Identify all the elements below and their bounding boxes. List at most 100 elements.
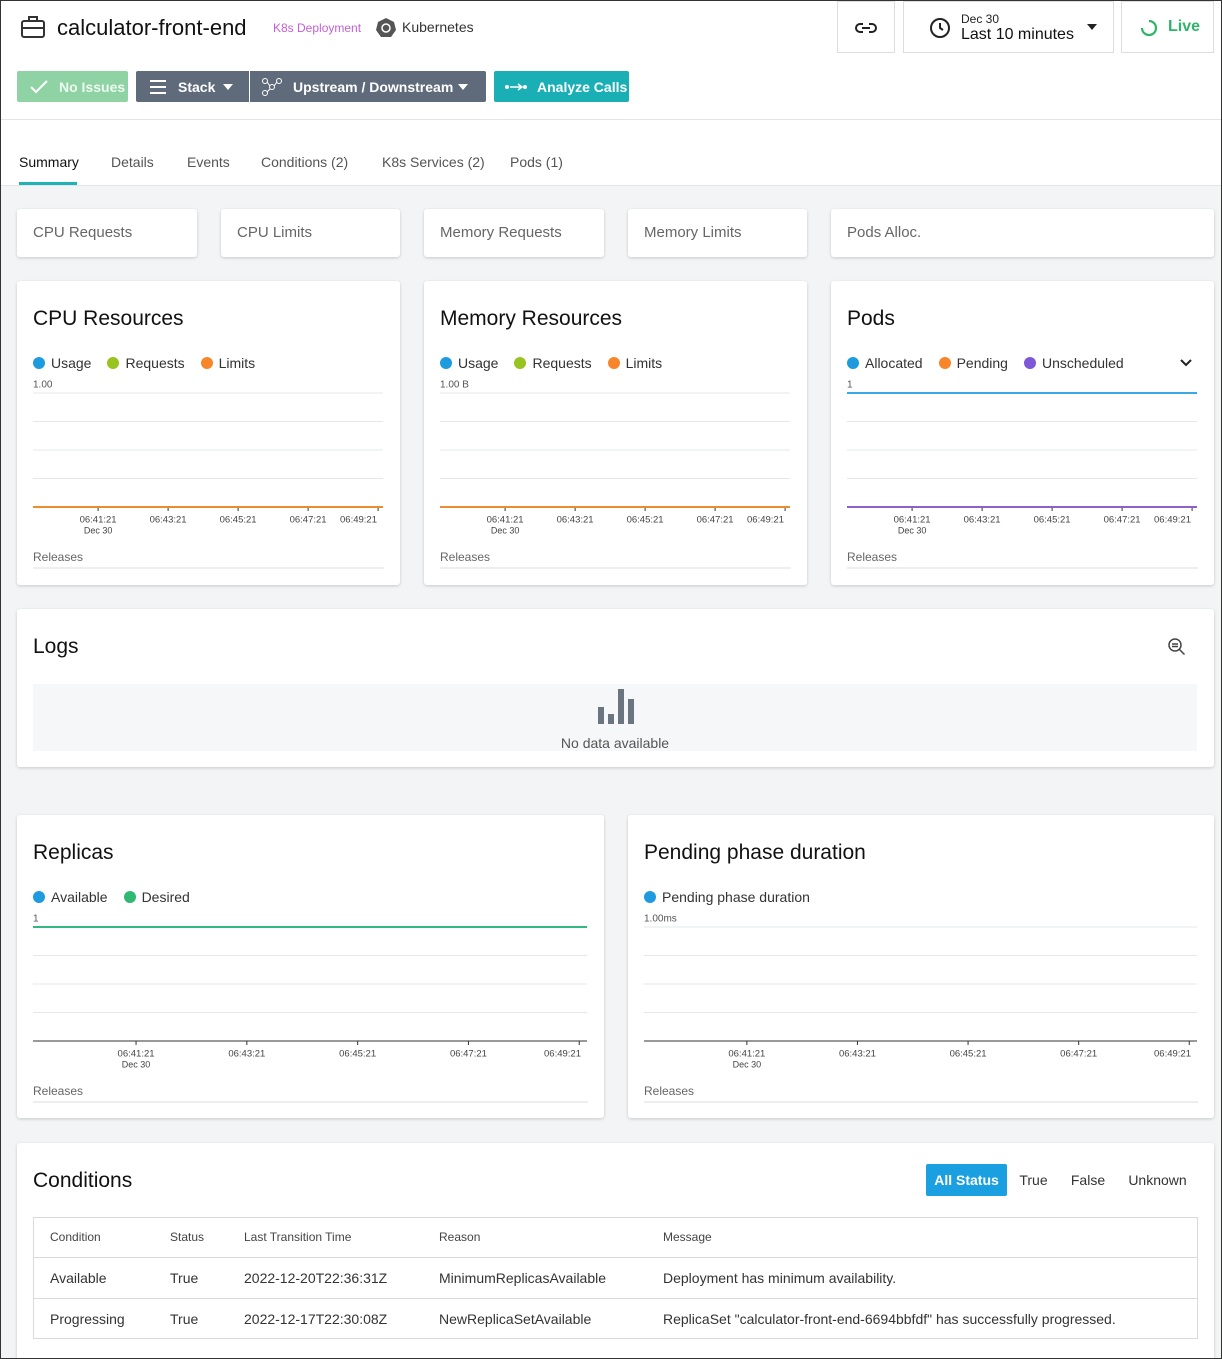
tab[interactable]: Pods (1) <box>510 154 563 170</box>
stack-button[interactable] <box>136 71 249 102</box>
y-tick-label: 1.00ms <box>644 914 677 925</box>
legend-label: Requests <box>532 355 592 371</box>
releases-label: Releases <box>33 1084 83 1098</box>
column-header: Status <box>170 1230 205 1244</box>
action-label[interactable]: Analyze Calls <box>537 79 628 95</box>
kubernetes-icon <box>376 18 396 37</box>
y-tick-label: 1.00 <box>33 380 53 391</box>
stat-card: Memory Requests <box>424 209 604 257</box>
tab[interactable]: Events <box>187 154 230 170</box>
x-tick-sublabel: Dec 30 <box>733 1059 762 1069</box>
x-tick-label: 06:43:21 <box>964 515 1001 526</box>
x-tick-label: 06:47:21 <box>290 515 327 526</box>
stat-label: Memory Limits <box>644 224 742 241</box>
stat-card: CPU Limits <box>221 209 400 257</box>
status-filter-label[interactable]: True <box>1019 1172 1048 1188</box>
legend-label: Unscheduled <box>1041 355 1124 371</box>
upstream-button[interactable] <box>250 71 486 102</box>
status-filter-label[interactable]: Unknown <box>1128 1172 1187 1188</box>
chart-card: Pods Allocated Pending Unscheduled 1 06:41:21… <box>831 281 1214 585</box>
conditions-title: Conditions <box>33 1169 133 1192</box>
status-filter-label[interactable]: All Status <box>934 1172 999 1188</box>
x-tick-label: 06:43:21 <box>557 515 594 526</box>
action-label[interactable]: No Issues <box>59 79 126 95</box>
status-filter[interactable]: False <box>1061 1164 1115 1196</box>
tab[interactable]: Details <box>111 154 154 170</box>
analyze-calls-button[interactable] <box>494 71 629 102</box>
column-header: Last Transition Time <box>244 1230 352 1244</box>
spinner-icon <box>1140 19 1158 37</box>
tab[interactable]: K8s Services (2) <box>382 154 485 170</box>
legend-label: Usage <box>51 355 92 371</box>
caret-icon <box>1087 24 1097 30</box>
legend-swatch <box>1023 357 1036 369</box>
caret-icon <box>223 84 233 90</box>
link-icon <box>855 23 877 33</box>
x-tick-label: 06:49:21 <box>544 1049 581 1060</box>
legend-expand-icon[interactable] <box>1179 358 1193 368</box>
x-tick-label: 06:47:21 <box>1060 1049 1097 1060</box>
x-tick-label: 06:41:21 <box>894 515 931 526</box>
legend-swatch <box>440 357 452 369</box>
type-badge: K8s Deployment <box>273 21 362 35</box>
x-tick-sublabel: Dec 30 <box>122 1059 151 1069</box>
legend-label: Pending <box>956 355 1008 371</box>
row-divider <box>34 1257 1197 1258</box>
chart-title: CPU Resources <box>33 307 184 330</box>
date-label: Dec 30 <box>961 12 1000 26</box>
legend-label: Available <box>51 889 108 905</box>
table-cell: True <box>170 1311 199 1327</box>
action-label[interactable]: Upstream / Downstream <box>293 79 454 95</box>
x-tick-sublabel: Dec 30 <box>898 525 927 535</box>
x-tick-label: 06:41:21 <box>487 515 524 526</box>
calls-icon <box>505 83 527 91</box>
no-data-label: No data available <box>560 735 670 751</box>
search-logs-icon[interactable] <box>1167 637 1187 657</box>
legend-label: Limits <box>218 355 256 371</box>
x-tick-label: 06:49:21 <box>1154 515 1191 526</box>
time-range-picker[interactable] <box>903 1 1114 53</box>
chart-card: Memory Resources Usage Requests Limits 1.00 … <box>424 281 807 585</box>
legend-swatch <box>200 357 213 369</box>
tab[interactable]: Summary <box>19 154 79 170</box>
active-tab-indicator <box>19 182 77 185</box>
status-filter[interactable]: True <box>1006 1164 1061 1196</box>
chart-card: Pending phase duration Pending phase dura… <box>628 815 1214 1118</box>
column-header: Message <box>663 1230 712 1244</box>
x-tick-label: 06:45:21 <box>339 1049 376 1060</box>
tab[interactable]: Conditions (2) <box>261 154 349 170</box>
stat-card: Pods Alloc. <box>831 209 1214 257</box>
x-tick-label: 06:47:21 <box>1104 515 1141 526</box>
legend-swatch <box>514 357 527 369</box>
x-tick-label: 06:41:21 <box>118 1049 155 1060</box>
status-filter[interactable]: All Status <box>926 1164 1007 1196</box>
link-button[interactable] <box>837 1 895 53</box>
x-tick-label: 06:41:21 <box>728 1049 765 1060</box>
x-tick-label: 06:49:21 <box>747 515 784 526</box>
chart-card: Replicas Available Desired 1 06:41:21 Dec 30 0… <box>17 815 604 1118</box>
status-filter-label[interactable]: False <box>1070 1172 1106 1188</box>
logs-card: Logs No data available <box>17 609 1214 767</box>
live-button[interactable] <box>1121 1 1214 53</box>
action-label[interactable]: Stack <box>178 79 216 95</box>
releases-label: Releases <box>33 550 83 564</box>
x-tick-label: 06:45:21 <box>220 515 257 526</box>
no-issues-button[interactable] <box>17 71 128 102</box>
chart-title: Replicas <box>33 841 114 864</box>
live-label[interactable]: Live <box>1168 18 1201 35</box>
status-filter[interactable]: Unknown <box>1115 1164 1200 1196</box>
no-data-icon <box>598 689 634 724</box>
table-cell: NewReplicaSetAvailable <box>439 1311 592 1327</box>
chart-card: CPU Resources Usage Requests Limits 1.00 06:4… <box>17 281 400 585</box>
legend-swatch <box>938 357 951 369</box>
column-header: Condition <box>50 1230 101 1244</box>
releases-label: Releases <box>644 1084 694 1098</box>
table-cell: ReplicaSet "calculator-front-end-6694bbf… <box>663 1311 1116 1327</box>
stat-card: Memory Limits <box>628 209 807 257</box>
legend-swatch <box>644 891 656 903</box>
chart-title: Pending phase duration <box>644 841 866 864</box>
x-tick-sublabel: Dec 30 <box>491 525 520 535</box>
deployment-icon <box>21 16 45 38</box>
